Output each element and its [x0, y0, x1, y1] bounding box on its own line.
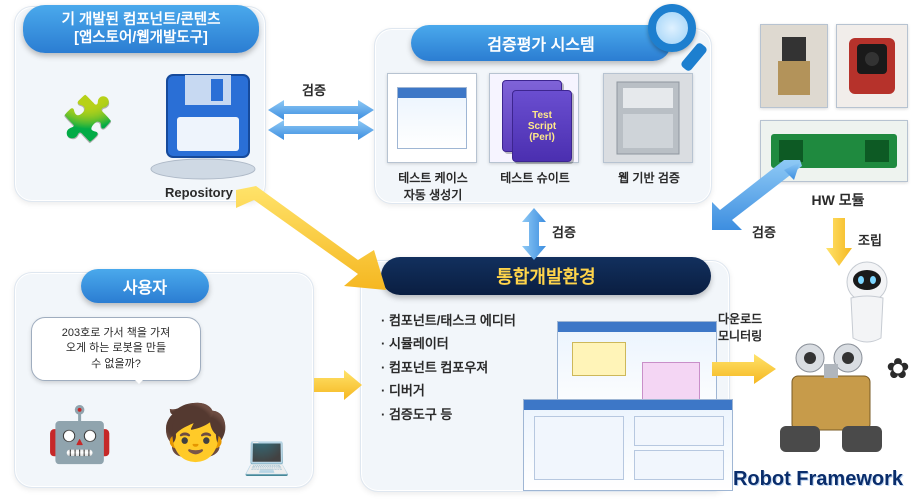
ide-bullets: 컴포넌트/태스크 에디터 시뮬레이터 컴포넌트 컴포우져 디버거 검증도구 등	[381, 309, 516, 426]
cap-testsuite: 테스트 슈이트	[475, 169, 595, 186]
arrow-repo-ide	[236, 186, 386, 296]
panel-ide: 통합개발환경 컴포넌트/태스크 에디터 시뮬레이터 컴포넌트 컴포우져 디버거 …	[360, 260, 730, 492]
arrow-hw-robot	[826, 218, 852, 266]
tile-webverif	[603, 73, 693, 163]
label-assembly: 조립	[858, 230, 882, 249]
label-verif-1: 검증	[302, 80, 326, 99]
tile-testgen	[387, 73, 477, 163]
pill-ide-title: 통합개발환경	[381, 257, 711, 295]
pinwheel-icon: ✿	[880, 344, 916, 392]
arrow-repo-verif	[268, 100, 374, 140]
laptop-icon: 💻	[227, 429, 307, 483]
label-verif-3: 검증	[752, 222, 776, 241]
repo-label: Repository	[165, 185, 233, 200]
arrow-ide-robot	[712, 354, 776, 384]
ide-bullet-0: 컴포넌트/태스크 에디터	[381, 309, 516, 332]
user-speech-bubble: 203호로 가서 책을 가져 오게 하는 로봇을 만들 수 없을까?	[31, 317, 201, 381]
panel-user: 사용자 203호로 가서 책을 가져 오게 하는 로봇을 만들 수 없을까? 🤖…	[14, 272, 314, 488]
pill-verif-title-text: 검증평가 시스템	[487, 31, 595, 55]
ide-bullet-1: 시뮬레이터	[381, 332, 516, 355]
cap-webverif: 웹 기반 검증	[589, 169, 709, 186]
pill-user-title: 사용자	[81, 269, 209, 303]
robot-framework-label: Robot Framework	[718, 468, 918, 491]
pill-ide-title-text: 통합개발환경	[496, 263, 595, 289]
tray-icon	[147, 155, 259, 183]
pill-user-title-text: 사용자	[123, 274, 167, 298]
floppy-icon	[163, 71, 253, 161]
panel-repository: 기 개발된 컴포넌트/콘텐츠[앱스토어/웹개발도구] 🧩 Repository	[14, 6, 266, 202]
pill-repo-title-text: 기 개발된 컴포넌트/콘텐츠[앱스토어/웹개발도구]	[62, 11, 221, 47]
hw-module-1	[760, 24, 828, 108]
ide-bullet-2: 컴포넌트 컴포우져	[381, 356, 516, 379]
pill-verif-title: 검증평가 시스템	[411, 25, 671, 61]
ide-screenshot-2	[523, 399, 733, 491]
label-download: 다운로드 모니터링	[718, 310, 762, 344]
arrow-verif-ide	[522, 208, 546, 260]
arrow-verif-hw	[712, 160, 802, 230]
arrow-user-ide	[314, 370, 362, 400]
puzzle-icon: 🧩	[33, 71, 143, 167]
label-verif-2: 검증	[552, 222, 576, 241]
robot-blueprint-icon: 🤖	[25, 385, 135, 485]
suite-card-front: Test Script (Perl)	[512, 90, 572, 162]
pill-repo-title: 기 개발된 컴포넌트/콘텐츠[앱스토어/웹개발도구]	[23, 5, 259, 53]
ide-bullet-4: 검증도구 등	[381, 403, 516, 426]
ide-bullet-3: 디버거	[381, 379, 516, 402]
tile-testsuite: Test Case Test Script (Perl)	[489, 73, 579, 163]
hw-module-2	[836, 24, 908, 108]
magnifier-icon	[648, 4, 712, 68]
